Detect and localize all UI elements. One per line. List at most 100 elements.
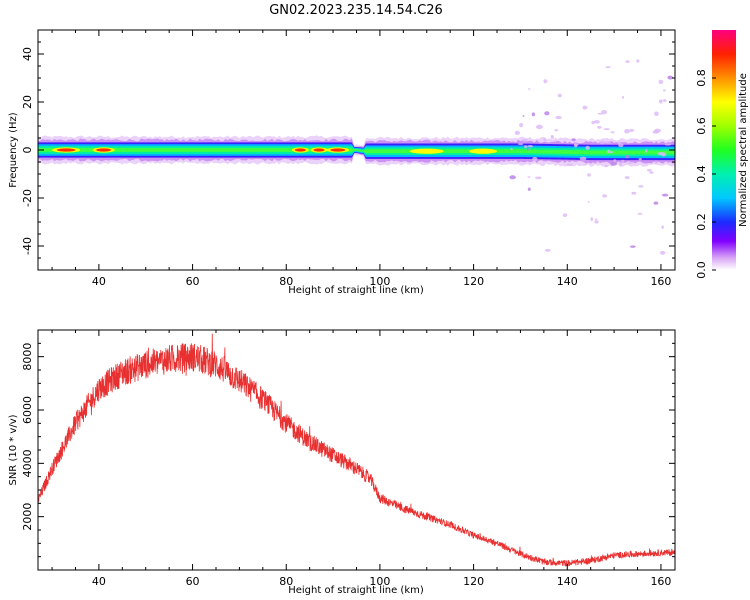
spectrogram-speckle	[544, 111, 550, 116]
spectrogram-speckle	[610, 131, 615, 134]
spectrogram-speckle	[510, 147, 513, 150]
spectrogram-speckle	[622, 95, 625, 99]
spectrogram-x-tick-label: 80	[279, 275, 293, 288]
snr-panel: 40 60 80 100 120 140 160 2000 4000 6000 8000 Heig…	[8, 329, 676, 596]
spectrogram-hot-core	[56, 148, 76, 152]
spectrogram-band-layer	[38, 148, 675, 155]
spectrogram-hot-core	[330, 148, 346, 152]
spectrogram-speckle	[521, 138, 529, 142]
spectrogram-y-tick-label: -20	[21, 189, 34, 207]
snr-x-ticks: 40 60 80 100 120 140 160	[51, 330, 671, 588]
spectrogram-speckle	[661, 225, 664, 229]
spectrogram-y-label: Frequency (Hz)	[8, 112, 19, 188]
spectrogram-speckle	[658, 79, 664, 85]
spectrogram-speckle	[517, 143, 524, 146]
spectrogram-y-tick-label: 20	[21, 95, 34, 109]
spectrogram-speckle	[579, 156, 587, 161]
spectrogram-speckle	[649, 171, 654, 174]
spectrogram-speckle	[531, 112, 536, 117]
spectrogram-speckle	[661, 193, 669, 197]
spectrogram-hot-spot	[468, 148, 498, 154]
spectrogram-speckle	[594, 220, 599, 224]
spectrogram-y-tick-label: 40	[21, 47, 34, 61]
spectrogram-y-tick-label: 0	[21, 147, 34, 154]
spectrogram-panel: 40 60 80 100 120 140 160 -40 -20 0 20 40 Height of…	[8, 29, 676, 296]
spectrogram-speckle	[604, 141, 612, 144]
snr-y-tick-label: 2000	[21, 503, 34, 531]
spectrogram-plot	[38, 59, 675, 255]
spectrogram-speckle	[627, 161, 634, 164]
spectrogram-speckle	[528, 88, 531, 90]
spectrogram-speckle	[667, 75, 674, 80]
spectrogram-x-tick-label: 60	[186, 275, 200, 288]
spectrogram-speckle	[514, 130, 520, 136]
spectrogram-speckle	[527, 176, 531, 178]
spectrogram-speckle	[605, 66, 611, 69]
spectrogram-speckle	[610, 161, 618, 166]
spectrogram-speckle	[645, 149, 648, 153]
spectrogram-speckle	[602, 194, 608, 198]
spectrogram-speckle	[654, 128, 662, 133]
spectrogram-speckle	[654, 160, 658, 163]
spectrogram-speckle	[629, 128, 635, 132]
spectrogram-speckle	[624, 176, 630, 179]
spectrogram-speckle	[587, 200, 590, 203]
spectrogram-speckle	[599, 140, 606, 145]
spectrogram-speckle	[603, 128, 611, 131]
spectrogram-speckle	[594, 120, 600, 124]
spectrogram-speckle	[625, 60, 630, 64]
spectrogram-speckle	[601, 109, 607, 115]
colorbar-ticks: 0.0 0.2 0.4 0.6 0.8	[695, 69, 716, 279]
spectrogram-hot-core	[294, 148, 306, 152]
spectrogram-speckle	[657, 152, 665, 156]
spectrogram-speckle	[604, 165, 608, 168]
spectrogram-y-tick-label: -40	[21, 237, 34, 255]
spectrogram-speckle	[562, 213, 568, 218]
spectrogram-speckle	[585, 145, 590, 150]
colorbar-label: Normalized spectral amplitude	[738, 73, 749, 227]
chart-title: GN02.2023.235.14.54.C26	[269, 3, 443, 18]
snr-x-tick-label: 160	[650, 575, 671, 588]
colorbar-tick-label: 0.8	[695, 69, 708, 87]
spectrogram-speckle	[591, 120, 595, 125]
spectrogram-speckle	[595, 218, 598, 221]
spectrogram-speckle	[597, 112, 603, 115]
snr-y-ticks: 2000 4000 6000 8000	[21, 329, 675, 571]
spectrogram-speckle	[653, 201, 659, 205]
spectrogram-speckle	[535, 124, 543, 130]
spectrogram-speckle	[637, 212, 643, 215]
spectrogram-speckle	[587, 173, 591, 177]
snr-y-tick-label: 4000	[21, 449, 34, 477]
spectrogram-x-ticks: 40 60 80 100 120 140 160	[51, 30, 671, 288]
spectrogram-speckle	[555, 115, 562, 120]
spectrogram-speckle	[543, 137, 547, 142]
spectrogram-speckle	[660, 250, 666, 255]
colorbar-tick-label: 0.0	[695, 261, 708, 279]
snr-y-tick-label: 6000	[21, 396, 34, 424]
spectrogram-x-tick-label: 140	[557, 275, 578, 288]
snr-x-label: Height of straight line (km)	[288, 585, 424, 596]
spectrogram-speckle	[610, 151, 613, 154]
spectrogram-speckle	[618, 143, 624, 148]
spectrogram-hot-spot	[409, 148, 444, 154]
spectrogram-speckle	[550, 135, 555, 139]
snr-x-tick-label: 40	[92, 575, 106, 588]
colorbar-tick-label: 0.6	[695, 117, 708, 135]
colorbar: 0.0 0.2 0.4 0.6 0.8 Normalized spectral ampl…	[695, 30, 749, 279]
spectrogram-speckle	[524, 145, 528, 149]
snr-x-tick-label: 120	[463, 575, 484, 588]
spectrogram-speckle	[519, 122, 524, 128]
spectrogram-hot-core	[313, 148, 325, 152]
snr-y-tick-label: 8000	[21, 343, 34, 371]
colorbar-tick-label: 0.2	[695, 213, 708, 231]
spectrogram-speckle	[554, 129, 559, 132]
spectrogram-speckle	[659, 99, 663, 104]
snr-x-tick-label: 60	[186, 575, 200, 588]
spectrogram-speckle	[566, 163, 574, 166]
spectrogram-speckle	[571, 138, 576, 142]
spectrogram-speckle	[662, 89, 666, 92]
snr-x-tick-label: 80	[279, 575, 293, 588]
colorbar-gradient	[712, 30, 736, 270]
snr-x-tick-label: 140	[557, 575, 578, 588]
